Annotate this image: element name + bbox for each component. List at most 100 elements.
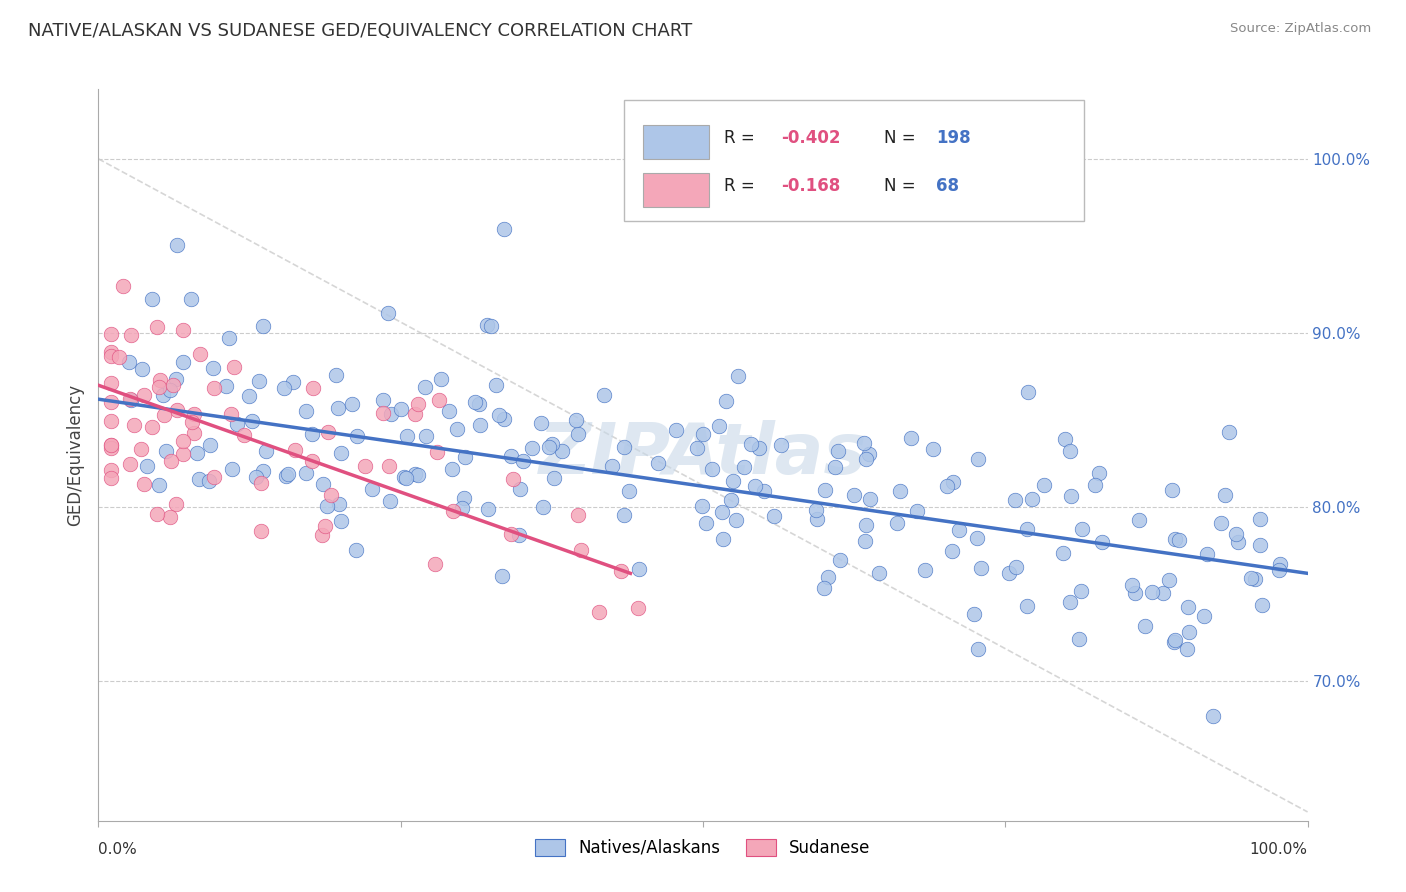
Point [1070, 584, 1092, 599]
Point [464, 394, 486, 409]
Point [477, 318, 499, 332]
Point [1226, 535, 1249, 549]
Point [936, 478, 959, 492]
Point [446, 422, 468, 436]
Text: 0.0%: 0.0% [98, 841, 138, 856]
Point [218, 331, 240, 345]
Point [966, 531, 988, 545]
Point [609, 565, 631, 579]
Text: R =: R = [724, 129, 759, 147]
Point [294, 404, 316, 418]
Point [371, 392, 394, 407]
Point [1225, 526, 1247, 541]
Point [762, 509, 785, 524]
Point [966, 452, 988, 467]
Point [1091, 535, 1114, 549]
Point [392, 470, 415, 484]
Point [942, 475, 965, 490]
Point [430, 372, 453, 386]
Point [166, 403, 188, 417]
Point [453, 491, 475, 505]
Point [714, 393, 737, 408]
Point [389, 402, 412, 417]
Point [824, 460, 846, 475]
Point [613, 508, 636, 522]
Point [1121, 577, 1143, 591]
Point [395, 471, 418, 485]
Point [804, 503, 827, 517]
Point [100, 345, 122, 359]
Point [531, 500, 554, 514]
Point [316, 499, 339, 513]
Point [512, 454, 534, 468]
Point [183, 425, 205, 440]
Point [1202, 709, 1225, 723]
Point [905, 504, 928, 518]
Point [886, 516, 908, 530]
Point [492, 412, 515, 426]
Point [314, 519, 336, 533]
Point [522, 441, 544, 455]
Point [853, 533, 876, 548]
Point [740, 436, 762, 450]
Point [215, 379, 238, 393]
Point [252, 464, 274, 478]
Point [477, 502, 499, 516]
Text: -0.402: -0.402 [782, 129, 841, 147]
FancyBboxPatch shape [643, 173, 709, 207]
Point [543, 471, 565, 485]
Point [129, 442, 152, 456]
Point [948, 523, 970, 537]
Point [183, 408, 205, 422]
Point [172, 355, 194, 369]
Point [1192, 608, 1215, 623]
Point [187, 472, 209, 486]
Point [963, 607, 986, 621]
Point [1177, 599, 1199, 614]
Point [294, 466, 316, 480]
Point [202, 380, 225, 394]
Point [311, 476, 333, 491]
Point [707, 418, 730, 433]
Point [118, 457, 141, 471]
Point [330, 514, 353, 528]
Point [665, 424, 688, 438]
Point [132, 477, 155, 491]
Point [1268, 558, 1291, 572]
Point [468, 397, 491, 411]
Point [451, 501, 474, 516]
Text: 100.0%: 100.0% [1250, 841, 1308, 856]
Point [501, 527, 523, 541]
Point [301, 454, 323, 468]
Point [855, 452, 877, 467]
Point [842, 488, 865, 502]
Point [1167, 533, 1189, 547]
Text: -0.168: -0.168 [782, 178, 841, 195]
Point [541, 436, 564, 450]
Point [328, 497, 350, 511]
Point [1128, 513, 1150, 527]
Y-axis label: GED/Equivalency: GED/Equivalency [66, 384, 84, 526]
Point [172, 447, 194, 461]
Point [302, 381, 325, 395]
Point [395, 429, 418, 443]
Point [254, 443, 277, 458]
Point [240, 414, 263, 428]
Point [1054, 432, 1077, 446]
Point [441, 462, 464, 476]
Point [724, 513, 747, 527]
Point [188, 346, 211, 360]
Point [868, 566, 890, 580]
Point [426, 444, 449, 458]
Point [593, 388, 616, 402]
Point [311, 527, 333, 541]
Point [159, 383, 181, 397]
Point [186, 446, 208, 460]
Point [100, 442, 122, 456]
Point [1017, 522, 1039, 536]
Point [107, 350, 129, 364]
Point [858, 447, 880, 461]
Point [118, 355, 141, 369]
Point [509, 482, 531, 496]
Point [148, 380, 170, 394]
